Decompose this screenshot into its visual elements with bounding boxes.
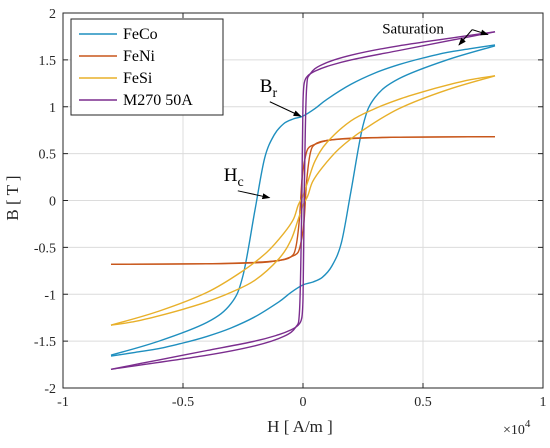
- annotation-text: B: [260, 76, 273, 97]
- x-tick-label: -0.5: [172, 395, 194, 410]
- y-tick-label: 2: [49, 7, 56, 22]
- x-tick-label: 1: [540, 395, 547, 410]
- y-axis-label: B [ T ]: [3, 175, 22, 220]
- annotation-arrow: [472, 29, 489, 36]
- y-tick-label: -2: [44, 382, 56, 397]
- series-feco-lower-branch: [110, 45, 496, 357]
- annotation-label: Saturation: [382, 22, 444, 38]
- series-m270-50a-upper-branch: [110, 31, 496, 370]
- axis-ticks: -1 -0.5 0 0.5 1 -2 -1.5 -1 -0.5 0 0.5 1 1.5 2: [34, 7, 547, 410]
- y-tick-label: 0: [49, 195, 56, 210]
- x-tick-label: 0: [300, 395, 307, 410]
- x-tick-label: -1: [57, 395, 69, 410]
- x-axis-multiplier: ×104: [503, 418, 531, 438]
- annotation-arrow: [237, 190, 271, 200]
- legend-label: FeCo: [123, 26, 158, 43]
- legend-label: M270 50A: [123, 92, 193, 109]
- series-fesi-lower-branch: [110, 75, 496, 326]
- series-feco-upper-branch: [110, 44, 496, 356]
- annotation-text: Saturation: [382, 22, 444, 38]
- data-series: [110, 31, 496, 370]
- series-fesi-upper-branch: [110, 75, 496, 326]
- annotation-subscript: c: [238, 175, 244, 190]
- annotation-subscript: r: [272, 86, 277, 101]
- legend-label: FeSi: [123, 70, 153, 87]
- annotation-label: Br: [260, 76, 278, 101]
- x-axis-label: H [ A/m ]: [267, 417, 333, 436]
- y-tick-label: -0.5: [34, 241, 56, 256]
- y-tick-label: 1.5: [39, 54, 57, 69]
- annotation-text: H: [224, 165, 238, 186]
- annotation-label: Hc: [224, 165, 244, 190]
- x-tick-label: 0.5: [414, 395, 432, 410]
- annotation-arrow: [458, 29, 473, 46]
- series-m270-50a-lower-branch: [110, 31, 496, 370]
- legend-box: [70, 18, 224, 116]
- y-tick-label: -1.5: [34, 335, 56, 350]
- y-tick-label: -1: [44, 288, 56, 303]
- x-multiplier-exponent: 4: [525, 418, 531, 430]
- annotation-arrow: [269, 101, 302, 117]
- y-tick-label: 0.5: [39, 148, 57, 163]
- legend: FeCo FeNi FeSi M270 50A: [70, 18, 224, 116]
- legend-label: FeNi: [123, 48, 156, 65]
- x-multiplier-base: ×10: [503, 423, 525, 438]
- y-tick-label: 1: [49, 101, 56, 116]
- annotations: Saturation Br Hc: [224, 22, 489, 200]
